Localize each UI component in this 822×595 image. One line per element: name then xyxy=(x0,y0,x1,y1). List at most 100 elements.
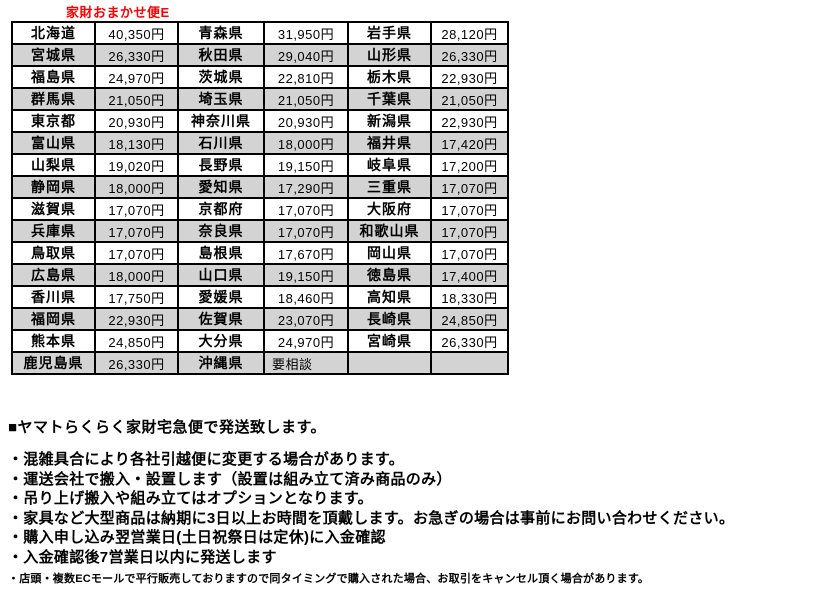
price-cell: 17,070円 xyxy=(94,241,179,265)
price-cell: 26,330円 xyxy=(430,329,509,353)
prefecture-cell: 鳥取県 xyxy=(11,241,96,265)
prefecture-cell: 茨城県 xyxy=(177,65,265,89)
prefecture-cell: 新潟県 xyxy=(347,109,432,133)
prefecture-cell: 岩手県 xyxy=(347,21,432,45)
prefecture-cell: 愛媛県 xyxy=(177,285,265,309)
prefecture-cell: 佐賀県 xyxy=(177,307,265,331)
price-cell: 18,000円 xyxy=(94,263,179,287)
price-cell: 19,150円 xyxy=(263,153,349,177)
price-cell xyxy=(430,351,509,375)
prefecture-cell: 鹿児島県 xyxy=(11,351,96,375)
table-row: 山梨県 19,020円 長野県 19,150円 岐阜県 17,200円 xyxy=(11,153,509,177)
price-table-body: 北海道 40,350円 青森県 31,950円 岩手県 28,120円 宮城県 26,330円… xyxy=(11,21,509,375)
prefecture-cell: 北海道 xyxy=(11,21,96,45)
price-cell: 26,330円 xyxy=(94,43,179,67)
price-cell: 18,000円 xyxy=(94,175,179,199)
price-cell: 22,930円 xyxy=(430,65,509,89)
table-row: 滋賀県 17,070円 京都府 17,070円 大阪府 17,070円 xyxy=(11,197,509,221)
prefecture-cell: 山梨県 xyxy=(11,153,96,177)
price-cell: 24,850円 xyxy=(430,307,509,331)
table-row: 兵庫県 17,070円 奈良県 17,070円 和歌山県 17,070円 xyxy=(11,219,509,243)
prefecture-cell: 千葉県 xyxy=(347,87,432,111)
price-cell: 17,070円 xyxy=(94,219,179,243)
prefecture-cell: 山口県 xyxy=(177,263,265,287)
price-cell: 24,850円 xyxy=(94,329,179,353)
price-cell: 17,070円 xyxy=(430,175,509,199)
prefecture-cell: 大分県 xyxy=(177,329,265,353)
table-row: 鹿児島県 26,330円 沖縄県 要相談 xyxy=(11,351,509,375)
prefecture-cell: 岐阜県 xyxy=(347,153,432,177)
price-cell: 24,970円 xyxy=(94,65,179,89)
prefecture-cell: 高知県 xyxy=(347,285,432,309)
price-cell: 22,810円 xyxy=(263,65,349,89)
price-cell: 17,670円 xyxy=(263,241,349,265)
table-row: 宮城県 26,330円 秋田県 29,040円 山形県 26,330円 xyxy=(11,43,509,67)
table-row: 鳥取県 17,070円 島根県 17,670円 岡山県 17,070円 xyxy=(11,241,509,265)
prefecture-cell: 徳島県 xyxy=(347,263,432,287)
price-cell: 要相談 xyxy=(263,351,349,375)
price-cell: 18,460円 xyxy=(263,285,349,309)
prefecture-cell: 栃木県 xyxy=(347,65,432,89)
price-cell: 17,070円 xyxy=(430,241,509,265)
price-cell: 23,070円 xyxy=(263,307,349,331)
table-row: 広島県 18,000円 山口県 19,150円 徳島県 17,400円 xyxy=(11,263,509,287)
prefecture-cell: 青森県 xyxy=(177,21,265,45)
prefecture-cell: 石川県 xyxy=(177,131,265,155)
prefecture-cell: 滋賀県 xyxy=(11,197,96,221)
prefecture-cell: 埼玉県 xyxy=(177,87,265,111)
price-cell: 18,000円 xyxy=(263,131,349,155)
prefecture-cell: 愛知県 xyxy=(177,175,265,199)
prefecture-cell: 静岡県 xyxy=(11,175,96,199)
prefecture-cell: 秋田県 xyxy=(177,43,265,67)
prefecture-cell: 沖縄県 xyxy=(177,351,265,375)
price-cell: 17,070円 xyxy=(430,219,509,243)
price-cell: 17,420円 xyxy=(430,131,509,155)
table-row: 熊本県 24,850円 大分県 24,970円 宮崎県 26,330円 xyxy=(11,329,509,353)
price-cell: 20,930円 xyxy=(94,109,179,133)
prefecture-cell: 岡山県 xyxy=(347,241,432,265)
table-row: 東京都 20,930円 神奈川県 20,930円 新潟県 22,930円 xyxy=(11,109,509,133)
prefecture-cell: 福井県 xyxy=(347,131,432,155)
shipping-plan-title: 家財おまかせ便E xyxy=(66,5,170,20)
price-cell: 17,070円 xyxy=(263,219,349,243)
note-item: ・家具など大型商品は納期に3日以上お時間を頂戴します。お急ぎの場合は事前にお問い… xyxy=(8,509,735,527)
prefecture-cell: 群馬県 xyxy=(11,87,96,111)
price-cell: 26,330円 xyxy=(430,43,509,67)
price-cell: 21,050円 xyxy=(430,87,509,111)
price-cell: 18,130円 xyxy=(94,131,179,155)
prefecture-cell xyxy=(347,351,432,375)
notes-heading: ■ヤマトらくらく家財宅急便で発送致します。 xyxy=(8,419,327,436)
price-cell: 24,970円 xyxy=(263,329,349,353)
table-row: 福島県 24,970円 茨城県 22,810円 栃木県 22,930円 xyxy=(11,65,509,89)
prefecture-cell: 宮城県 xyxy=(11,43,96,67)
notes-list: ・混雑具合により各社引越便に変更する場合があります。・運送会社で搬入・設置します… xyxy=(8,450,816,567)
prefecture-cell: 福岡県 xyxy=(11,307,96,331)
prefecture-cell: 富山県 xyxy=(11,131,96,155)
table-row: 北海道 40,350円 青森県 31,950円 岩手県 28,120円 xyxy=(11,21,509,45)
prefecture-cell: 福島県 xyxy=(11,65,96,89)
prefecture-cell: 大阪府 xyxy=(347,197,432,221)
prefecture-cell: 兵庫県 xyxy=(11,219,96,243)
price-cell: 26,330円 xyxy=(94,351,179,375)
note-item: ・混雑具合により各社引越便に変更する場合があります。 xyxy=(8,451,405,468)
note-item: ・運送会社で搬入・設置します（設置は組み立て済み商品のみ） xyxy=(8,470,452,488)
prefecture-cell: 香川県 xyxy=(11,285,96,309)
note-item: ・入金確認後7営業日以内に発送します xyxy=(8,548,277,566)
price-cell: 22,930円 xyxy=(430,109,509,133)
note-item: ・吊り上げ搬入や組み立てはオプションとなります。 xyxy=(8,490,373,507)
price-cell: 21,050円 xyxy=(263,87,349,111)
price-cell: 22,930円 xyxy=(94,307,179,331)
notes-footnote: ・店頭・複数ECモールで平行販売しておりますので同タイミングで購入された場合、お… xyxy=(8,573,650,585)
price-cell: 19,150円 xyxy=(263,263,349,287)
price-cell: 17,200円 xyxy=(430,153,509,177)
price-cell: 17,290円 xyxy=(263,175,349,199)
prefecture-cell: 和歌山県 xyxy=(347,219,432,243)
prefecture-cell: 京都府 xyxy=(177,197,265,221)
price-cell: 28,120円 xyxy=(430,21,509,45)
price-cell: 17,750円 xyxy=(94,285,179,309)
price-cell: 17,400円 xyxy=(430,263,509,287)
prefecture-cell: 奈良県 xyxy=(177,219,265,243)
table-row: 香川県 17,750円 愛媛県 18,460円 高知県 18,330円 xyxy=(11,285,509,309)
prefecture-cell: 広島県 xyxy=(11,263,96,287)
